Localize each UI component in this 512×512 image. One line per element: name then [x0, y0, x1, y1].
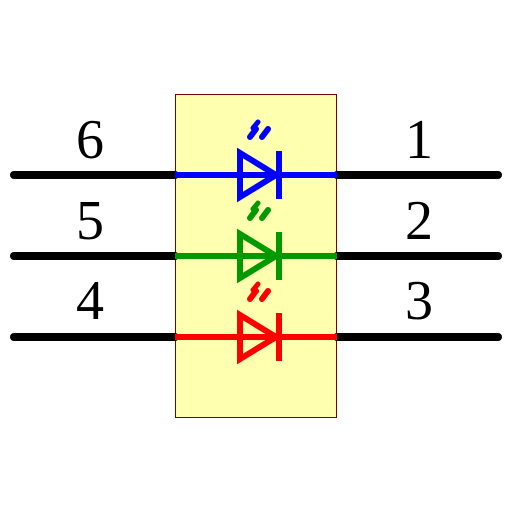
led-green-emission-1 [247, 207, 259, 221]
led-red-emission-3 [250, 281, 261, 293]
led-green-triangle [237, 228, 282, 284]
led-blue-emission-2 [259, 126, 271, 140]
led-green [175, 200, 337, 284]
led-red [175, 281, 337, 365]
led-green-emission-2 [259, 207, 271, 221]
pin-label-2: 2 [405, 190, 433, 252]
pin-leads [10, 171, 502, 341]
led-symbols [175, 119, 337, 365]
pin-label-5: 5 [76, 190, 104, 252]
pin-label-4: 4 [76, 270, 104, 332]
pin-label-6: 6 [76, 109, 104, 171]
led-blue [175, 119, 337, 203]
led-blue-triangle [237, 147, 282, 203]
led-red-emission-2 [259, 288, 271, 302]
led-red-triangle [237, 309, 282, 365]
led-green-emission-3 [250, 200, 261, 212]
led-red-emission-1 [247, 288, 259, 302]
pin-label-3: 3 [405, 270, 433, 332]
led-blue-emission-3 [250, 119, 261, 131]
led-blue-emission-1 [247, 126, 259, 140]
pin-label-1: 1 [405, 109, 433, 171]
